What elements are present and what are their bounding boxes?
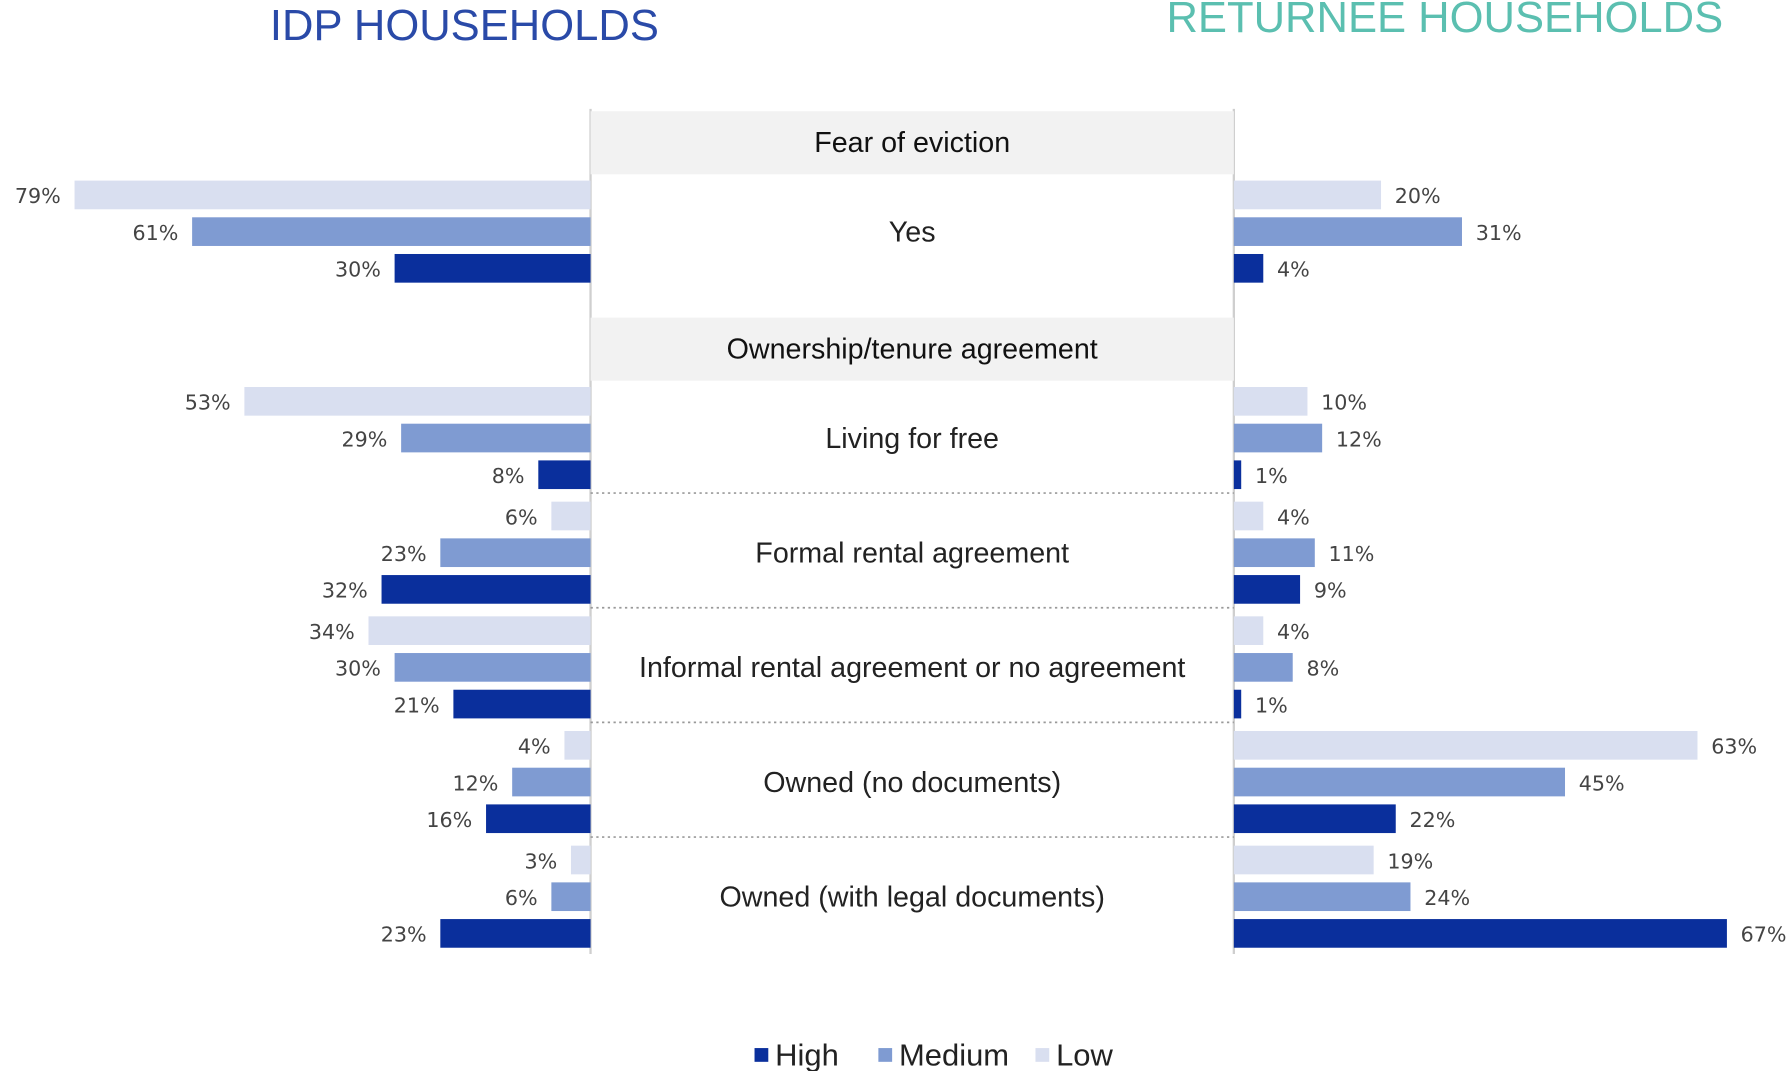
category-label: Informal rental agreement or no agreemen…	[639, 652, 1185, 684]
data-label: 30%	[335, 657, 381, 681]
bar	[244, 387, 591, 416]
data-label: 21%	[394, 693, 440, 717]
bar	[1233, 731, 1698, 760]
bar	[551, 501, 591, 531]
data-label: 1%	[1255, 693, 1288, 717]
bar	[1233, 804, 1396, 834]
data-label: 8%	[492, 464, 525, 488]
data-label: 34%	[309, 620, 355, 644]
center-panel	[590, 108, 1234, 955]
bar	[1233, 919, 1727, 948]
category-label: Living for free	[825, 423, 999, 455]
data-label: 4%	[1277, 258, 1310, 282]
data-label: 23%	[381, 923, 427, 947]
bar	[486, 804, 591, 834]
bar	[512, 767, 591, 797]
bar	[74, 180, 591, 210]
data-label: 79%	[15, 184, 61, 208]
data-label: 11%	[1329, 542, 1375, 566]
data-label: 45%	[1579, 771, 1625, 795]
section-header: Ownership/tenure agreement	[727, 333, 1098, 365]
bar	[551, 882, 591, 912]
data-label: 19%	[1387, 849, 1433, 873]
data-label: 29%	[342, 427, 388, 451]
data-label: 4%	[1277, 620, 1310, 644]
data-label: 3%	[524, 849, 557, 873]
bar	[1233, 180, 1382, 210]
data-label: 53%	[185, 391, 231, 415]
data-label: 30%	[335, 258, 381, 282]
bar	[1233, 501, 1264, 531]
legend-label: Low	[1056, 1037, 1113, 1071]
data-label: 4%	[518, 735, 551, 759]
data-label: 10%	[1321, 391, 1367, 415]
bar	[440, 538, 591, 568]
data-label: 6%	[505, 505, 538, 529]
bar	[394, 253, 591, 283]
legend-label: Medium	[899, 1037, 1009, 1071]
bar	[1233, 653, 1293, 682]
bar	[570, 845, 591, 875]
category-label: Formal rental agreement	[755, 538, 1069, 570]
bar	[1233, 767, 1566, 797]
chart-title: IDP HOUSEHOLDS	[270, 2, 659, 50]
bar	[368, 616, 591, 646]
bar	[1233, 217, 1462, 246]
bar	[1233, 538, 1315, 568]
data-label: 16%	[426, 808, 472, 832]
bar	[1233, 253, 1264, 283]
bar	[1233, 423, 1323, 453]
bar	[1233, 616, 1264, 646]
data-label: 61%	[133, 221, 179, 245]
data-label: 63%	[1711, 735, 1757, 759]
bar	[1233, 575, 1301, 604]
category-label: Owned (with legal documents)	[719, 882, 1104, 914]
data-label: 9%	[1314, 579, 1347, 603]
data-label: 32%	[322, 579, 368, 603]
legend-swatch	[754, 1048, 769, 1062]
category-label: Yes	[889, 217, 936, 249]
bar	[1233, 882, 1411, 912]
chart-title: RETURNEE HOUSEHOLDS	[1166, 0, 1723, 42]
legend-label: High	[775, 1037, 839, 1071]
bar	[381, 575, 591, 604]
category-label: Owned (no documents)	[763, 767, 1061, 799]
legend-swatch	[878, 1048, 893, 1062]
data-label: 67%	[1741, 923, 1787, 947]
bar	[1233, 460, 1242, 490]
bar	[1233, 387, 1308, 416]
section-header-bg	[590, 317, 1234, 381]
data-label: 4%	[1277, 505, 1310, 529]
data-label: 6%	[505, 886, 538, 910]
bar	[192, 217, 591, 246]
bar	[453, 689, 591, 719]
bar	[564, 731, 591, 760]
data-label: 31%	[1476, 221, 1522, 245]
bar	[1233, 689, 1242, 719]
data-label: 12%	[1336, 427, 1382, 451]
data-label: 8%	[1306, 657, 1339, 681]
bar	[1233, 845, 1374, 875]
data-label: 22%	[1410, 808, 1456, 832]
data-label: 1%	[1255, 464, 1288, 488]
data-label: 12%	[453, 771, 499, 795]
bar	[538, 460, 591, 490]
section-header: Fear of eviction	[814, 127, 1010, 159]
data-label: 24%	[1424, 886, 1470, 910]
data-label: 23%	[381, 542, 427, 566]
bar	[440, 919, 591, 948]
bar	[394, 653, 591, 682]
bar	[401, 423, 591, 453]
data-label: 20%	[1395, 184, 1441, 208]
section-header-bg	[590, 111, 1234, 175]
legend-swatch	[1035, 1048, 1050, 1062]
